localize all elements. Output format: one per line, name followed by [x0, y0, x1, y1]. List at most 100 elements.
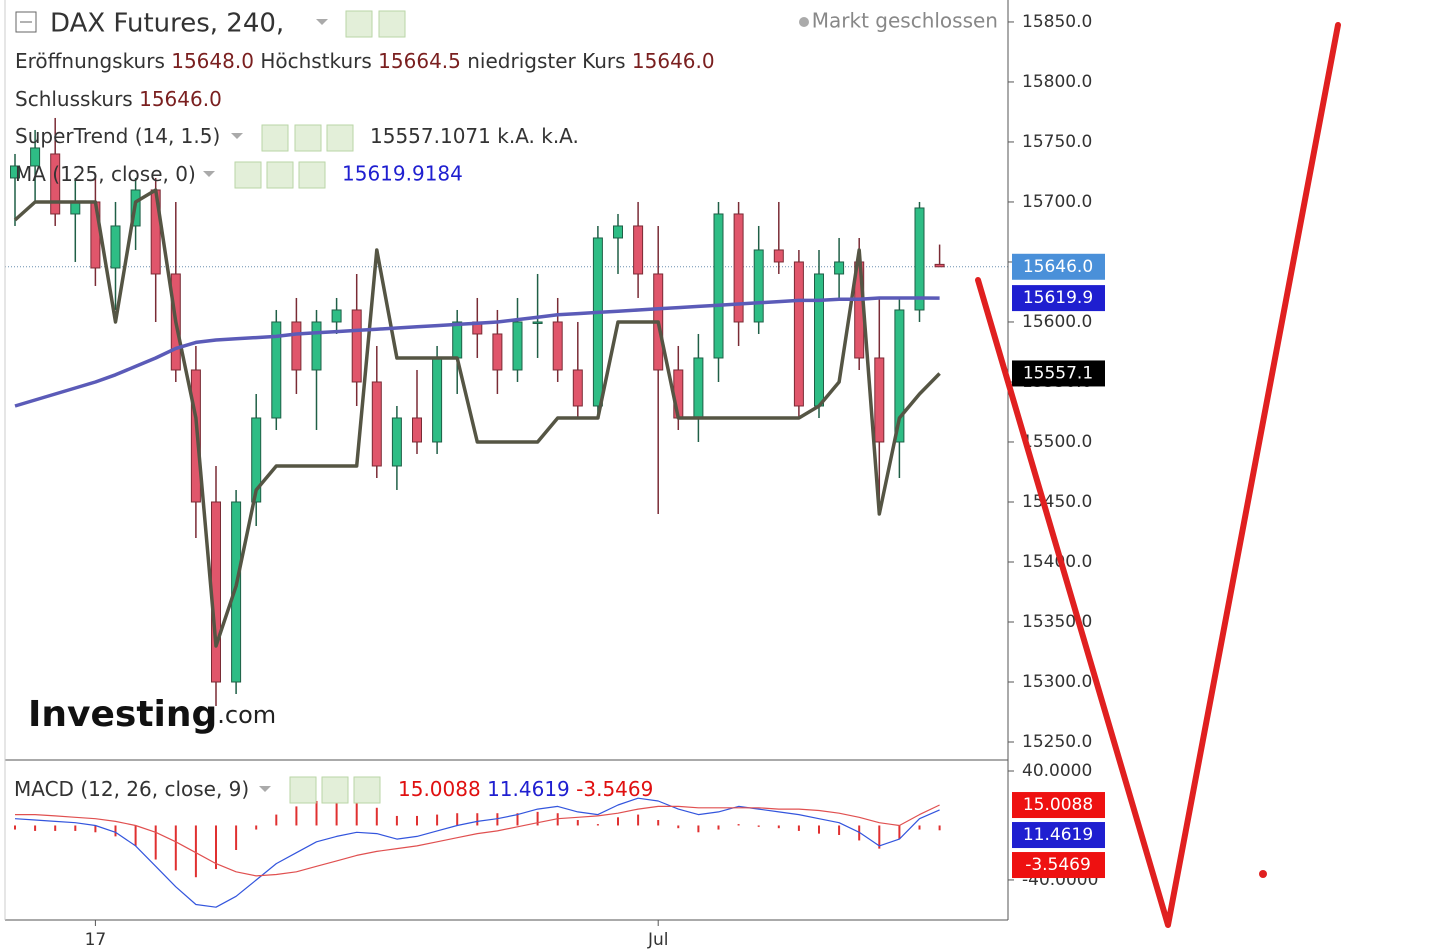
candle-body	[733, 213, 744, 323]
candle-body	[331, 309, 342, 323]
candle-body	[693, 357, 704, 419]
candle-body	[552, 321, 563, 371]
price-label: 15619.9	[1023, 288, 1093, 308]
candle-body	[251, 417, 262, 503]
price-label: -3.5469	[1025, 855, 1091, 875]
ohlc-stats: Eröffnungskurs 15648.0 Höchstkurs 15664.…	[15, 49, 715, 73]
x-tick-label: 17	[85, 930, 107, 950]
stat-value: 15648.0	[171, 49, 254, 73]
market-status: Markt geschlossen	[812, 9, 998, 33]
price-label: 15646.0	[1023, 257, 1093, 277]
price-label-box	[1012, 822, 1105, 849]
remove-icon[interactable]	[298, 161, 326, 189]
candle-body	[753, 249, 764, 323]
eye-icon[interactable]	[345, 10, 373, 38]
readout: 15557.1071	[370, 124, 491, 148]
macd-readout: 15.0088 11.4619 -3.5469	[398, 777, 653, 801]
axes: 15850.015800.015750.015700.015650.015600…	[85, 12, 1105, 950]
y-tick-label: 15700.0	[1022, 192, 1092, 212]
stat-value: 15646.0	[139, 87, 222, 111]
stat-value: 15646.0	[632, 49, 715, 73]
candle-body	[50, 153, 61, 215]
candle-body	[894, 309, 905, 443]
candle-body	[412, 417, 422, 443]
y-tick-label: 15850.0	[1022, 12, 1092, 32]
y-tick-label: 15300.0	[1022, 672, 1092, 692]
candle-body	[532, 321, 543, 324]
candle-body	[834, 261, 845, 275]
y-tick-label: 15400.0	[1022, 552, 1092, 572]
indicator-line	[15, 804, 940, 877]
candle-body	[592, 237, 603, 407]
candle-body	[572, 369, 583, 407]
y-tick-label: 40.0000	[1022, 761, 1092, 781]
settings-icon[interactable]	[266, 161, 294, 189]
y-tick-label: 15750.0	[1022, 132, 1092, 152]
annotation-dot	[1259, 870, 1267, 878]
dropdown-icon[interactable]	[231, 133, 243, 139]
logo-main: Investing	[28, 694, 217, 735]
readout: k.A. k.A.	[497, 124, 579, 148]
supertrend-readout: 15557.1071 k.A. k.A.	[370, 124, 579, 148]
stat-label: Schlusskurs	[15, 87, 133, 111]
candle-body	[291, 321, 302, 371]
indicator-line	[13, 188, 941, 648]
price-label-box	[1012, 792, 1105, 819]
stat-label: Eröffnungskurs	[15, 49, 165, 73]
macd-legend: MACD (12, 26, close, 9)	[14, 777, 249, 801]
settings-icon[interactable]	[321, 776, 349, 804]
candle-body	[914, 207, 925, 311]
candle-body	[371, 381, 382, 467]
indicator-name: MA	[15, 162, 46, 186]
candle-body	[633, 225, 644, 275]
readout: -3.5469	[576, 777, 653, 801]
candle-body	[512, 321, 523, 371]
settings-icon[interactable]	[294, 124, 322, 152]
price-label: 15.0088	[1023, 795, 1093, 815]
stat-label: niedrigster Kurs	[467, 49, 625, 73]
indicator-line	[14, 296, 940, 408]
y-tick-label: 15600.0	[1022, 312, 1092, 332]
dropdown-icon[interactable]	[316, 19, 328, 25]
ma-legend: MA (125, close, 0)	[15, 162, 196, 186]
price-label: 15557.1	[1023, 363, 1093, 383]
dropdown-icon[interactable]	[203, 171, 215, 177]
readout: 15.0088	[398, 777, 481, 801]
candle-body	[713, 213, 724, 359]
y-tick-label: 15500.0	[1022, 432, 1092, 452]
candle-body	[613, 225, 623, 239]
status-dot	[799, 17, 809, 27]
candle-body	[793, 261, 804, 407]
candle-body	[110, 225, 121, 269]
remove-icon[interactable]	[353, 776, 381, 804]
logo: Investing.com	[28, 694, 276, 735]
dropdown-icon[interactable]	[259, 786, 271, 792]
y-tick-label: 15450.0	[1022, 492, 1092, 512]
candle-body	[452, 321, 463, 359]
remove-icon[interactable]	[326, 124, 354, 152]
readout: 11.4619	[487, 777, 570, 801]
price-label: 11.4619	[1023, 825, 1093, 845]
stat-value: 15664.5	[378, 49, 461, 73]
indicator-name: MACD	[14, 777, 74, 801]
price-label-box	[1012, 360, 1105, 387]
price-label-box	[1012, 285, 1105, 312]
instrument-title: DAX Futures, 240,	[50, 9, 284, 39]
y-tick-label: 15250.0	[1022, 732, 1092, 752]
candle-body	[70, 201, 81, 215]
candle-body	[492, 333, 503, 371]
eye-icon[interactable]	[234, 161, 262, 189]
candle-body	[231, 501, 242, 683]
indicator-name: SuperTrend	[15, 124, 128, 148]
eye-icon[interactable]	[289, 776, 317, 804]
candle-body	[874, 357, 885, 443]
collapse-icon[interactable]	[15, 11, 37, 33]
candle-body	[391, 417, 402, 467]
plot	[5, 117, 1008, 908]
settings-icon[interactable]	[378, 10, 406, 38]
eye-icon[interactable]	[261, 124, 289, 152]
indicator-params: (14, 1.5)	[135, 124, 221, 148]
indicator-params: (125, close, 0)	[52, 162, 195, 186]
